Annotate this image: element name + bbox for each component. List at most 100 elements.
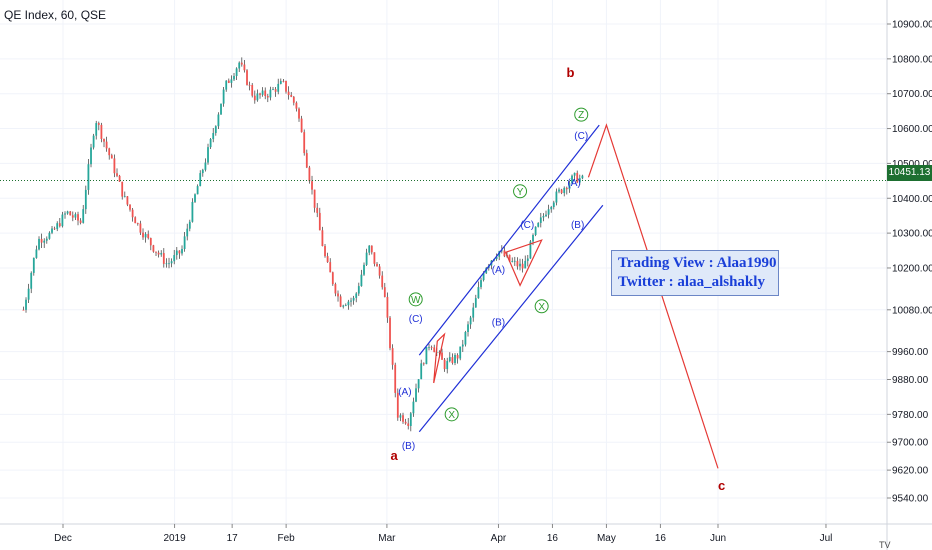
candle-up [123, 196, 126, 198]
candle-up [555, 191, 558, 203]
candle-down [110, 155, 113, 159]
candle-up [66, 211, 69, 214]
candle-up [233, 75, 235, 80]
y-tick-label: 10700.00 [892, 89, 932, 100]
wave-circle [444, 407, 459, 422]
candle-down [69, 211, 72, 216]
candle-down [139, 223, 142, 233]
symbol-title: QE Index, 60, QSE [4, 8, 107, 22]
candle-up [500, 250, 503, 252]
candle-down [149, 238, 152, 246]
candle-up [279, 80, 282, 84]
candle-down [404, 421, 407, 424]
wave-label-sub: (B) [492, 317, 505, 328]
candle-down [402, 415, 404, 422]
wave-label-z: Z [578, 110, 584, 121]
candle-up [547, 209, 550, 215]
candle-down [508, 254, 511, 262]
candle-down [121, 181, 124, 197]
candle-up [485, 267, 488, 274]
candle-down [248, 84, 251, 86]
candle-down [157, 252, 160, 255]
candle-down [313, 189, 316, 208]
y-tick-label: 10200.00 [892, 263, 932, 274]
y-tick-label: 9620.00 [892, 466, 929, 477]
candle-up [214, 126, 217, 134]
candle-up [357, 286, 360, 294]
candle-up [563, 187, 566, 194]
candle-down [334, 284, 337, 294]
candle-up [38, 238, 40, 250]
channel-lower-line [418, 204, 604, 433]
triangle-pattern [504, 239, 543, 287]
candle-up [92, 135, 95, 148]
wave-label-sub: (C) [409, 314, 423, 325]
candle-down [264, 90, 267, 97]
candle-up [225, 80, 228, 90]
candle-up [558, 189, 560, 192]
candle-up [464, 332, 467, 345]
candle-down [451, 357, 454, 363]
candle-down [370, 245, 373, 253]
candle-up [412, 401, 415, 414]
candle-up [235, 68, 238, 76]
candle-down [282, 80, 285, 82]
candle-up [448, 357, 451, 362]
candle-up [480, 280, 482, 288]
candle-up [399, 415, 402, 418]
author-watermark: Trading View : Alaa1990 Twitter : alaa_a… [611, 250, 779, 296]
wave-label-sub: (C) [520, 220, 534, 231]
candle-down [295, 102, 298, 109]
candle-down [316, 207, 319, 213]
candle-down [565, 187, 568, 190]
candle-up [144, 234, 147, 238]
candle-down [287, 91, 290, 96]
candle-up [165, 263, 168, 265]
candle-up [168, 263, 170, 265]
candle-up [446, 361, 449, 370]
candle-up [581, 175, 584, 179]
candle-up [529, 241, 532, 259]
candle-up [368, 245, 371, 253]
candle-up [365, 252, 368, 265]
candle-down [396, 392, 399, 418]
candle-down [178, 250, 181, 254]
y-tick-label: 9880.00 [892, 375, 929, 386]
x-tick-label: Apr [491, 533, 507, 544]
candle-up [524, 260, 527, 269]
candle-down [407, 423, 410, 426]
last-price-tag: 10451.13 [887, 165, 932, 181]
candle-down [376, 263, 378, 267]
candle-up [160, 253, 163, 255]
candle-up [519, 263, 521, 267]
candle-up [269, 89, 272, 98]
candle-down [331, 272, 334, 285]
candle-up [534, 226, 537, 235]
candle-up [526, 258, 529, 261]
candle-up [196, 186, 199, 195]
candle-up [511, 261, 514, 262]
candle-down [162, 253, 165, 264]
candle-down [227, 80, 230, 83]
candle-down [266, 96, 269, 98]
candle-up [409, 413, 412, 426]
candle-down [77, 214, 79, 221]
x-tick-label: 2019 [163, 533, 186, 544]
candle-down [274, 89, 277, 92]
candle-down [147, 234, 150, 239]
candle-up [482, 273, 485, 281]
candle-up [64, 213, 66, 215]
candle-down [433, 347, 436, 353]
candle-up [87, 164, 90, 190]
candle-up [230, 79, 233, 83]
y-tick-label: 10800.00 [892, 54, 932, 65]
candle-up [571, 175, 573, 184]
candle-up [27, 288, 30, 300]
x-tick-label: 16 [547, 533, 559, 544]
candle-up [56, 223, 59, 230]
candle-up [188, 221, 191, 229]
candle-up [201, 169, 204, 174]
candle-up [170, 261, 173, 264]
